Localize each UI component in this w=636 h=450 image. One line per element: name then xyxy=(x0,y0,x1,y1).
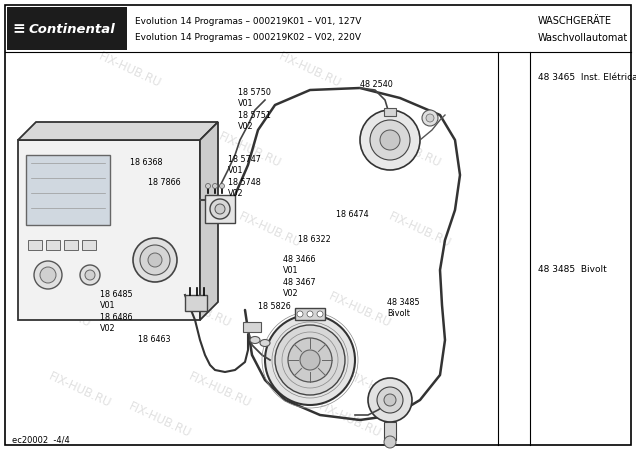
Bar xyxy=(46,240,60,250)
Circle shape xyxy=(205,184,211,189)
Circle shape xyxy=(426,114,434,122)
Text: FIX-HUB.RU: FIX-HUB.RU xyxy=(237,210,303,250)
Bar xyxy=(295,308,325,320)
Circle shape xyxy=(212,184,218,189)
Text: 18 6485
V01
18 6486
V02: 18 6485 V01 18 6486 V02 xyxy=(100,290,133,333)
Text: FIX-HUB.RU: FIX-HUB.RU xyxy=(217,130,283,170)
Text: ≡: ≡ xyxy=(13,21,25,36)
Circle shape xyxy=(210,199,230,219)
Bar xyxy=(7,7,127,50)
Text: FIX-HUB.RU: FIX-HUB.RU xyxy=(46,370,113,410)
Text: 18 6322: 18 6322 xyxy=(298,235,331,244)
Text: 18 6463: 18 6463 xyxy=(138,335,170,344)
Circle shape xyxy=(219,184,225,189)
Ellipse shape xyxy=(260,339,270,346)
Circle shape xyxy=(377,387,403,413)
Polygon shape xyxy=(200,122,218,320)
Text: 48 3465  Inst. Elétrica: 48 3465 Inst. Elétrica xyxy=(538,73,636,82)
Text: 18 5826: 18 5826 xyxy=(258,302,291,311)
Text: FIX-HUB.RU: FIX-HUB.RU xyxy=(277,50,343,90)
Text: 18 5747
V01
18 5748
V02: 18 5747 V01 18 5748 V02 xyxy=(228,155,261,198)
Circle shape xyxy=(422,110,438,126)
Text: FIX-HUB.RU: FIX-HUB.RU xyxy=(186,370,253,410)
Circle shape xyxy=(265,315,355,405)
Bar xyxy=(28,240,42,250)
Text: FIX-HUB.RU: FIX-HUB.RU xyxy=(27,290,93,330)
Text: FIX-HUB.RU: FIX-HUB.RU xyxy=(387,210,453,250)
Bar xyxy=(64,240,78,250)
Text: 48 3485
Bivolt: 48 3485 Bivolt xyxy=(387,298,420,319)
Text: FIX-HUB.RU: FIX-HUB.RU xyxy=(377,130,443,170)
Text: 18 7866: 18 7866 xyxy=(148,178,181,187)
Circle shape xyxy=(85,270,95,280)
Text: 18 5750
V01
18 5751
V02: 18 5750 V01 18 5751 V02 xyxy=(238,88,271,131)
Circle shape xyxy=(148,253,162,267)
Bar xyxy=(243,322,261,332)
Circle shape xyxy=(307,311,313,317)
Text: 18 6474: 18 6474 xyxy=(336,210,369,219)
Circle shape xyxy=(368,378,412,422)
Bar xyxy=(26,155,110,225)
Text: ec20002  -4/4: ec20002 -4/4 xyxy=(12,436,70,445)
Text: FIX-HUB.RU: FIX-HUB.RU xyxy=(167,290,233,330)
Bar xyxy=(82,240,96,250)
Circle shape xyxy=(380,130,400,150)
Text: FIX-HUB.RU: FIX-HUB.RU xyxy=(127,400,193,440)
Bar xyxy=(205,195,235,223)
Circle shape xyxy=(40,267,56,283)
Circle shape xyxy=(300,350,320,370)
Bar xyxy=(185,295,207,311)
Text: Evolution 14 Programas – 000219K02 – V02, 220V: Evolution 14 Programas – 000219K02 – V02… xyxy=(135,33,361,42)
Circle shape xyxy=(384,436,396,448)
Polygon shape xyxy=(18,140,200,320)
Circle shape xyxy=(360,110,420,170)
Text: FIX-HUB.RU: FIX-HUB.RU xyxy=(67,210,134,250)
Text: 48 2540: 48 2540 xyxy=(360,80,393,89)
Text: 48 3466
V01
48 3467
V02: 48 3466 V01 48 3467 V02 xyxy=(283,255,315,298)
Text: FIX-HUB.RU: FIX-HUB.RU xyxy=(327,290,393,330)
Circle shape xyxy=(317,311,323,317)
Circle shape xyxy=(384,394,396,406)
Text: WASCHGERÄTE: WASCHGERÄTE xyxy=(538,16,612,26)
Bar xyxy=(384,108,396,116)
Text: FIX-HUB.RU: FIX-HUB.RU xyxy=(37,130,103,170)
Ellipse shape xyxy=(250,337,260,343)
Circle shape xyxy=(140,245,170,275)
Text: FIX-HUB.RU: FIX-HUB.RU xyxy=(97,50,163,90)
Text: 18 6368: 18 6368 xyxy=(130,158,163,167)
Circle shape xyxy=(288,338,332,382)
Circle shape xyxy=(34,261,62,289)
Circle shape xyxy=(297,311,303,317)
Text: FIX-HUB.RU: FIX-HUB.RU xyxy=(317,400,384,440)
Bar xyxy=(384,422,396,440)
Text: Evolution 14 Programas – 000219K01 – V01, 127V: Evolution 14 Programas – 000219K01 – V01… xyxy=(135,17,361,26)
Circle shape xyxy=(275,325,345,395)
Text: Waschvollautomat: Waschvollautomat xyxy=(538,33,628,43)
Text: FIX-HUB.RU: FIX-HUB.RU xyxy=(347,370,413,410)
Polygon shape xyxy=(18,122,218,140)
Text: 48 3485  Bivolt: 48 3485 Bivolt xyxy=(538,266,607,274)
Circle shape xyxy=(133,238,177,282)
Circle shape xyxy=(370,120,410,160)
Circle shape xyxy=(215,204,225,214)
Text: Continental: Continental xyxy=(29,23,115,36)
Circle shape xyxy=(80,265,100,285)
